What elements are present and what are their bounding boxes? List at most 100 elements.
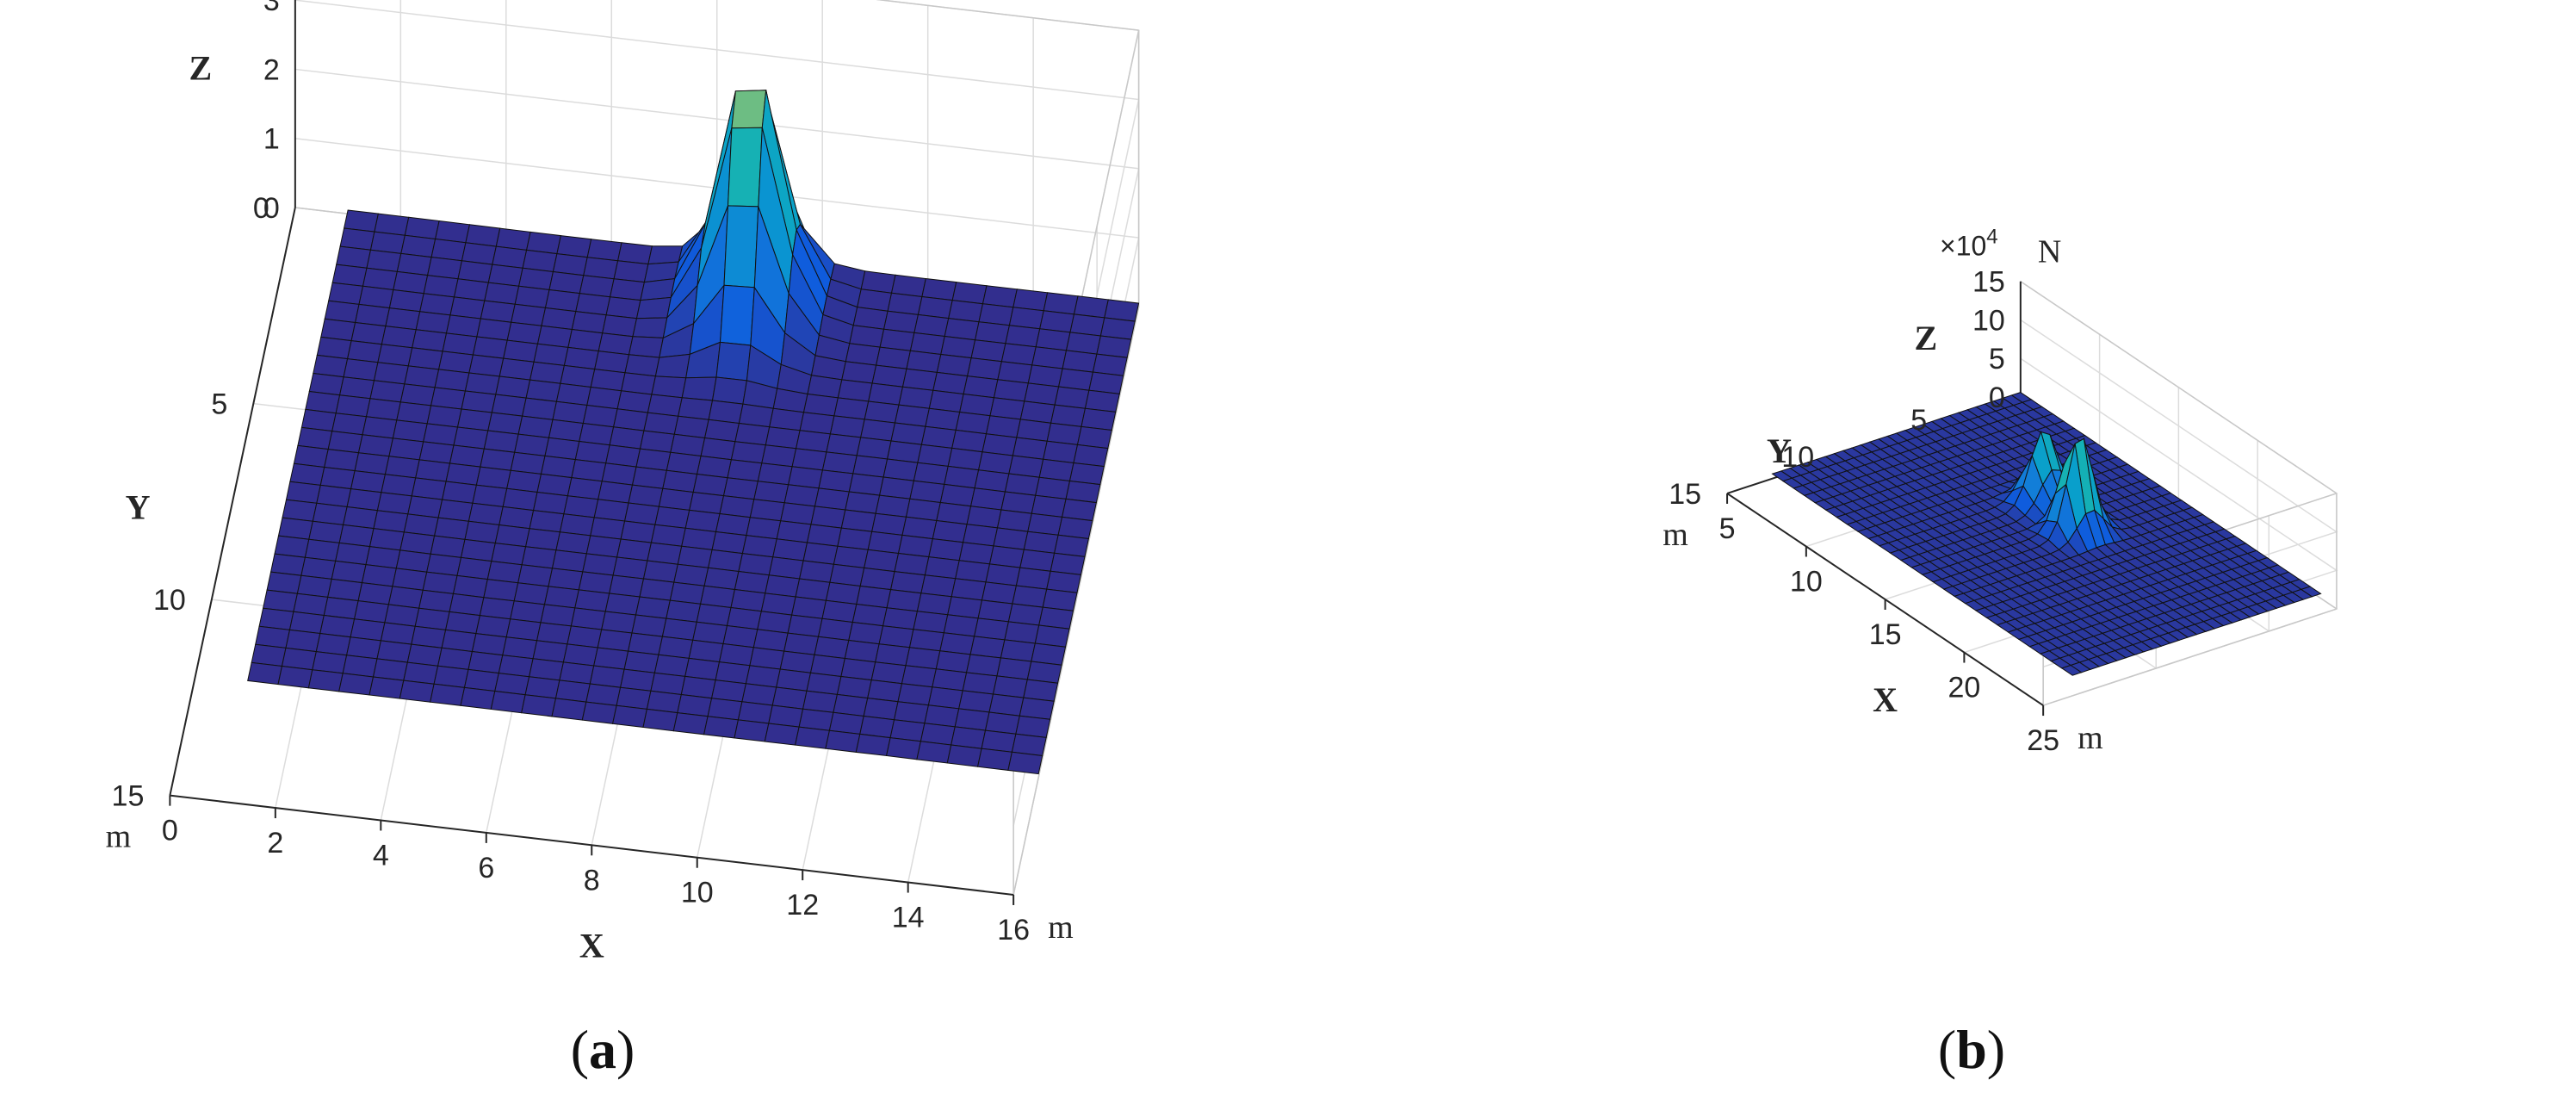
caption-open: ( (1938, 1019, 1956, 1080)
y-axis-label: Y (126, 487, 151, 526)
surface-patch (277, 665, 313, 689)
z-axis-label: Z (1914, 319, 1937, 357)
x-tick-label: 0 (162, 815, 178, 847)
surface-patch (1007, 751, 1043, 775)
surface-patch (764, 723, 800, 746)
surface-patch (490, 690, 526, 714)
y-tick-label: 0 (253, 192, 269, 225)
surface-patch (338, 673, 375, 696)
surface-patch (521, 694, 557, 717)
surface-patch (399, 680, 435, 703)
z-tick-label: 10 (1972, 304, 2005, 337)
x-tick-label: 20 (1947, 672, 1980, 704)
surface-patch (611, 704, 648, 729)
surface-patch (609, 278, 646, 301)
x-tick-label: 14 (892, 902, 925, 934)
surface-patch (635, 296, 672, 320)
y-axis-label: Y (1767, 431, 1792, 470)
surface-patch (885, 737, 922, 760)
box-edge (2042, 608, 2338, 706)
surface-patch (855, 733, 891, 757)
y-tick-label: 15 (1669, 478, 1701, 511)
surface-patch (715, 341, 752, 382)
x-axis-unit: m (2078, 720, 2103, 756)
z-tick-label: 1 (263, 123, 280, 156)
surface-patch (794, 726, 831, 749)
z-tick-label: 0 (263, 192, 280, 225)
surface-patch (734, 719, 770, 742)
surface-patch (247, 661, 283, 686)
x-tick-label: 12 (786, 889, 819, 922)
surface-patch (632, 317, 668, 338)
multiplier-exponent: 4 (1986, 226, 1997, 249)
surface-patch (651, 375, 687, 399)
y-tick-label: 5 (1910, 404, 1927, 437)
x-tick-label: 8 (584, 864, 600, 897)
surface-patch (642, 708, 678, 732)
surface-patch (672, 712, 709, 735)
y-tick-label: 10 (1781, 441, 1814, 474)
x-tick-label: 10 (681, 877, 714, 909)
x-tick-label: 15 (1869, 618, 1902, 651)
x-tick-label: 6 (478, 852, 494, 884)
caption-letter: a (589, 1019, 616, 1080)
x-tick-label: 2 (267, 827, 283, 859)
surface-patch (711, 376, 747, 405)
surface-patch (946, 744, 982, 767)
surface-patch (368, 676, 405, 699)
surface (247, 90, 1140, 775)
x-tick-label: 16 (997, 914, 1030, 946)
surface-patch (731, 90, 767, 129)
surface-patch (825, 729, 861, 753)
caption-letter: b (1956, 1019, 1987, 1080)
y-tick-label: 15 (112, 780, 145, 813)
y-tick-label: 10 (153, 584, 186, 617)
y-axis-unit: m (1663, 517, 1688, 553)
panel-caption: (b) (1938, 1019, 2005, 1080)
multiplier-base: ×10 (1940, 231, 1986, 262)
surface-patch (723, 205, 759, 289)
surface-patch (581, 701, 617, 724)
x-axis-label: X (1873, 680, 1898, 719)
surface-patch (551, 698, 587, 721)
surface-patch (681, 376, 717, 401)
caption-close: ) (616, 1019, 635, 1080)
x-tick-label: 25 (2027, 724, 2059, 757)
surface-patch (460, 686, 496, 711)
x-tick-label: 10 (1790, 565, 1823, 598)
x-axis-unit: m (1048, 909, 1074, 946)
surface-patch (727, 127, 763, 208)
box-edge (1012, 307, 1140, 896)
surface-patch (640, 278, 676, 301)
caption-open: ( (571, 1019, 589, 1080)
box-edge (2020, 281, 2338, 494)
y-axis-line (169, 207, 296, 796)
surface-patch (976, 748, 1013, 771)
y-axis-unit: m (106, 819, 132, 855)
surface-patch (916, 741, 952, 764)
surface-patch (654, 353, 690, 379)
z-axis-unit: N (2038, 234, 2061, 270)
z-axis-multiplier: ×104 (1940, 226, 1998, 262)
x-axis-line (170, 794, 1014, 896)
surface-patch (613, 260, 649, 283)
surface-patch (307, 669, 344, 692)
surface-patch (647, 245, 684, 265)
surface-patch (616, 242, 653, 265)
box-edge (876, 0, 1139, 31)
y-tick-label: 5 (211, 388, 227, 421)
z-axis-label: Z (189, 48, 213, 87)
surface-patch (719, 284, 755, 346)
surface-patch (2060, 664, 2083, 676)
z-tick-label: 2 (263, 53, 280, 86)
x-axis-label: X (579, 926, 604, 965)
z-tick-label: 0 (1989, 382, 2005, 414)
surface-patch (430, 683, 466, 706)
surface-patch (628, 336, 664, 358)
surface-patch (703, 716, 740, 739)
caption-close: ) (1987, 1019, 2005, 1080)
chart-panel-b: 5 10 15 20 25 5 10 15 0 5 10 15 Xm Ym Z ×104 N (b) (1663, 226, 2338, 1080)
surface (1771, 392, 2322, 676)
